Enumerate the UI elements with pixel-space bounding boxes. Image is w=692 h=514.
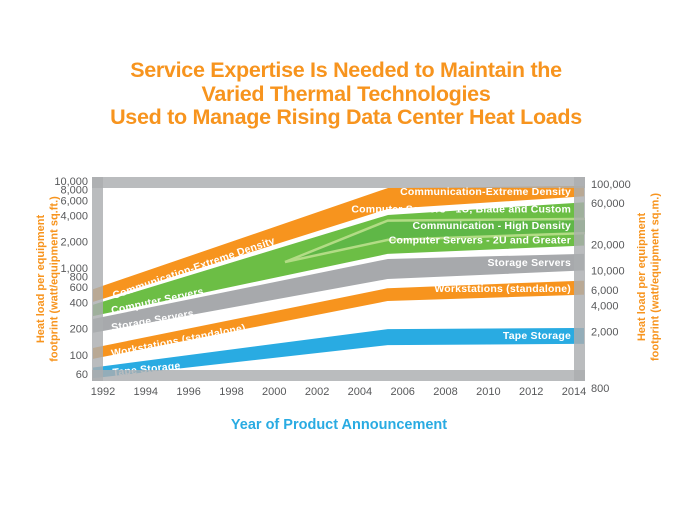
x-tick-2012: 2012 [519, 386, 543, 398]
y-left-tick-200: 200 [70, 324, 88, 336]
y-right-tick-800: 800 [591, 383, 609, 395]
plot-frame [92, 177, 585, 381]
y-left-tick-8,000: 8,000 [60, 184, 88, 196]
y-left-tick-100: 100 [70, 350, 88, 362]
y-axis-right-ticks: 100,000 60,000 20,000 10,000 6,000 4,000 2,000… [591, 179, 631, 395]
y-axis-right-title-line-2: footprint (watt/equipment sq.m.) [650, 193, 662, 361]
y-axis-right-title: Heat load per equipment footprint (watt/… [636, 193, 662, 361]
y-left-tick-600: 600 [70, 282, 88, 294]
y-axis-left-title-line-2: footprint (watt/equipment sq.ft.) [49, 196, 61, 362]
y-left-tick-10,000: 10,000 [54, 176, 88, 188]
x-tick-2010: 2010 [476, 386, 500, 398]
y-axis-left-title: Heat load per equipment footprint (watt/… [35, 196, 61, 362]
y-right-tick-4,000: 4,000 [591, 300, 619, 312]
plot-frame-side-2 [92, 177, 103, 381]
y-left-tick-400: 400 [70, 298, 88, 310]
chart-title-line-1: Service Expertise Is Needed to Maintain … [130, 58, 562, 82]
plot-frame-side-3 [574, 177, 585, 381]
y-axis-left-title-line-1: Heat load per equipment [35, 214, 47, 343]
x-tick-2014: 2014 [562, 386, 586, 398]
y-left-tick-6,000: 6,000 [60, 195, 88, 207]
band-label-right-sub-1: Communication - High Density [413, 220, 571, 232]
x-tick-1992: 1992 [91, 386, 115, 398]
x-tick-2004: 2004 [348, 386, 372, 398]
y-right-tick-10,000: 10,000 [591, 266, 625, 278]
band-label-right-sub-0: Computer Servers - 1U, Blade and Custom [351, 204, 571, 216]
x-tick-1994: 1994 [134, 386, 158, 398]
band-label-right-sub-2: Computer Servers - 2U and Greater [389, 235, 571, 247]
band-label-right-storage-servers: Storage Servers [487, 257, 571, 269]
x-tick-2008: 2008 [433, 386, 457, 398]
chart-title: Service Expertise Is Needed to Maintain … [0, 58, 692, 130]
plot-frame-side-0 [92, 177, 585, 188]
y-right-tick-100,000: 100,000 [591, 179, 631, 191]
band-label-right-tape-storage: Tape Storage [503, 330, 571, 342]
x-tick-1998: 1998 [219, 386, 243, 398]
x-tick-2000: 2000 [262, 386, 286, 398]
y-right-tick-20,000: 20,000 [591, 240, 625, 252]
y-axis-right-title-line-1: Heat load per equipment [636, 212, 648, 341]
x-axis-ticks: 1992 1994 1996 1998 2000 2002 2004 2006 2008 2010… [91, 386, 586, 398]
band-communication-high-density-wedge [285, 218, 585, 262]
chart-title-line-3: Used to Manage Rising Data Center Heat L… [110, 105, 582, 129]
y-left-tick-800: 800 [70, 271, 88, 283]
y-left-tick-60: 60 [76, 369, 88, 381]
x-tick-2002: 2002 [305, 386, 329, 398]
y-left-tick-4,000: 4,000 [60, 211, 88, 223]
band-label-right-communication-extreme-density: Communication-Extreme Density [400, 186, 571, 198]
plot-frame-side-1 [92, 370, 585, 381]
y-right-tick-2,000: 2,000 [591, 326, 619, 338]
y-right-tick-60,000: 60,000 [591, 198, 625, 210]
x-tick-2006: 2006 [390, 386, 414, 398]
y-right-tick-6,000: 6,000 [591, 285, 619, 297]
band-labels-right: Communication-Extreme Density Computer Se… [351, 186, 571, 342]
y-left-tick-1,000: 1,000 [60, 263, 88, 275]
y-left-tick-2,000: 2,000 [60, 237, 88, 249]
band-label-right-workstations-standalone: Workstations (standalone) [434, 283, 571, 295]
x-tick-1996: 1996 [176, 386, 200, 398]
x-axis-title: Year of Product Announcement [231, 417, 447, 433]
chart-title-line-2: Varied Thermal Technologies [201, 81, 491, 106]
